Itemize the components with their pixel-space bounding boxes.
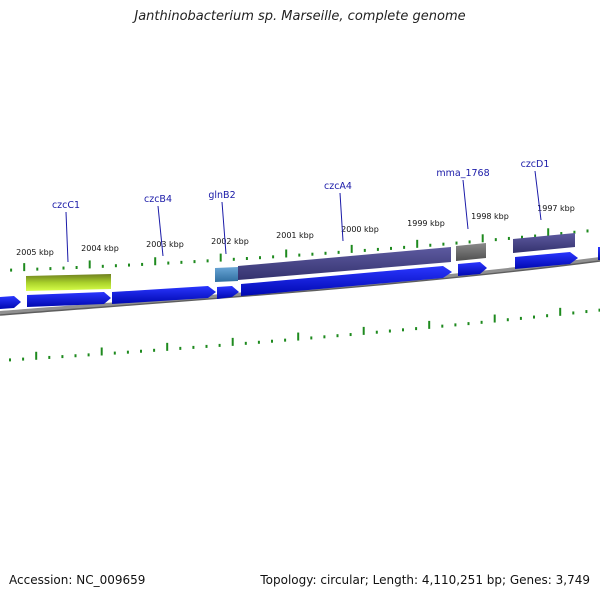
- gene-czcC1-block: [26, 274, 111, 291]
- kbp-label: 1999 kbp: [407, 219, 445, 228]
- gene-label-glnB2: glnB2: [208, 190, 235, 201]
- kbp-label: 1997 kbp: [537, 204, 575, 213]
- gene-label-czcC1: czcC1: [52, 200, 80, 211]
- gene-label-czcA4: czcA4: [324, 181, 352, 192]
- gene-arrow-7: [515, 252, 578, 269]
- kbp-label: 2002 kbp: [211, 237, 249, 246]
- kbp-label: 2000 kbp: [341, 225, 379, 234]
- accession-text: Accession: NC_009659: [9, 573, 146, 587]
- forward-strand-genes: [0, 247, 600, 309]
- gene-leader-line: [339, 192, 344, 242]
- gene-label-mma_1768: mma_1768: [436, 168, 489, 179]
- gene-arrow-2: [27, 292, 111, 307]
- kbp-label: 2003 kbp: [146, 240, 184, 249]
- kbp-label: 2005 kbp: [16, 248, 54, 257]
- genome-backbone-shadow: [0, 260, 600, 316]
- gene-arrow-3: [112, 286, 216, 304]
- gene-label-czcD1: czcD1: [521, 159, 550, 170]
- gene-czcD1-block: [513, 233, 575, 253]
- gene-leader-line: [462, 179, 469, 230]
- gene-arrow-1: [0, 296, 21, 309]
- gene-arrow-5: [241, 266, 452, 296]
- gene-glnB2-block: [215, 267, 238, 282]
- gene-mma_1768-block: [456, 243, 486, 261]
- genome-stats-text: Topology: circular; Length: 4,110,251 bp…: [260, 573, 590, 587]
- kbp-label-group: 2005 kbp 2004 kbp 2003 kbp 2002 kbp 2001 kbp…: [16, 204, 575, 257]
- kbp-label: 2004 kbp: [81, 244, 119, 253]
- kbp-label: 1998 kbp: [471, 212, 509, 221]
- gene-leader-line: [157, 205, 164, 257]
- gene-arrow-4: [217, 286, 239, 299]
- inner-tick-track: [9, 307, 600, 362]
- gene-leader-line: [221, 201, 227, 255]
- gene-label-group: czcC1 czcB4 glnB2 czcA4 mma_1768 czcD1: [52, 159, 550, 263]
- gene-leader-line: [534, 170, 542, 221]
- gene-czcA4-block: [238, 247, 451, 280]
- gene-leader-line: [65, 211, 69, 263]
- gene-arrow-6: [458, 262, 487, 276]
- gene-label-czcB4: czcB4: [144, 194, 172, 205]
- kbp-label: 2001 kbp: [276, 231, 314, 240]
- reverse-strand-genes: [26, 233, 575, 291]
- outer-tick-track: [10, 228, 589, 272]
- genome-title: Janthinobacterium sp. Marseille, complet…: [134, 9, 466, 24]
